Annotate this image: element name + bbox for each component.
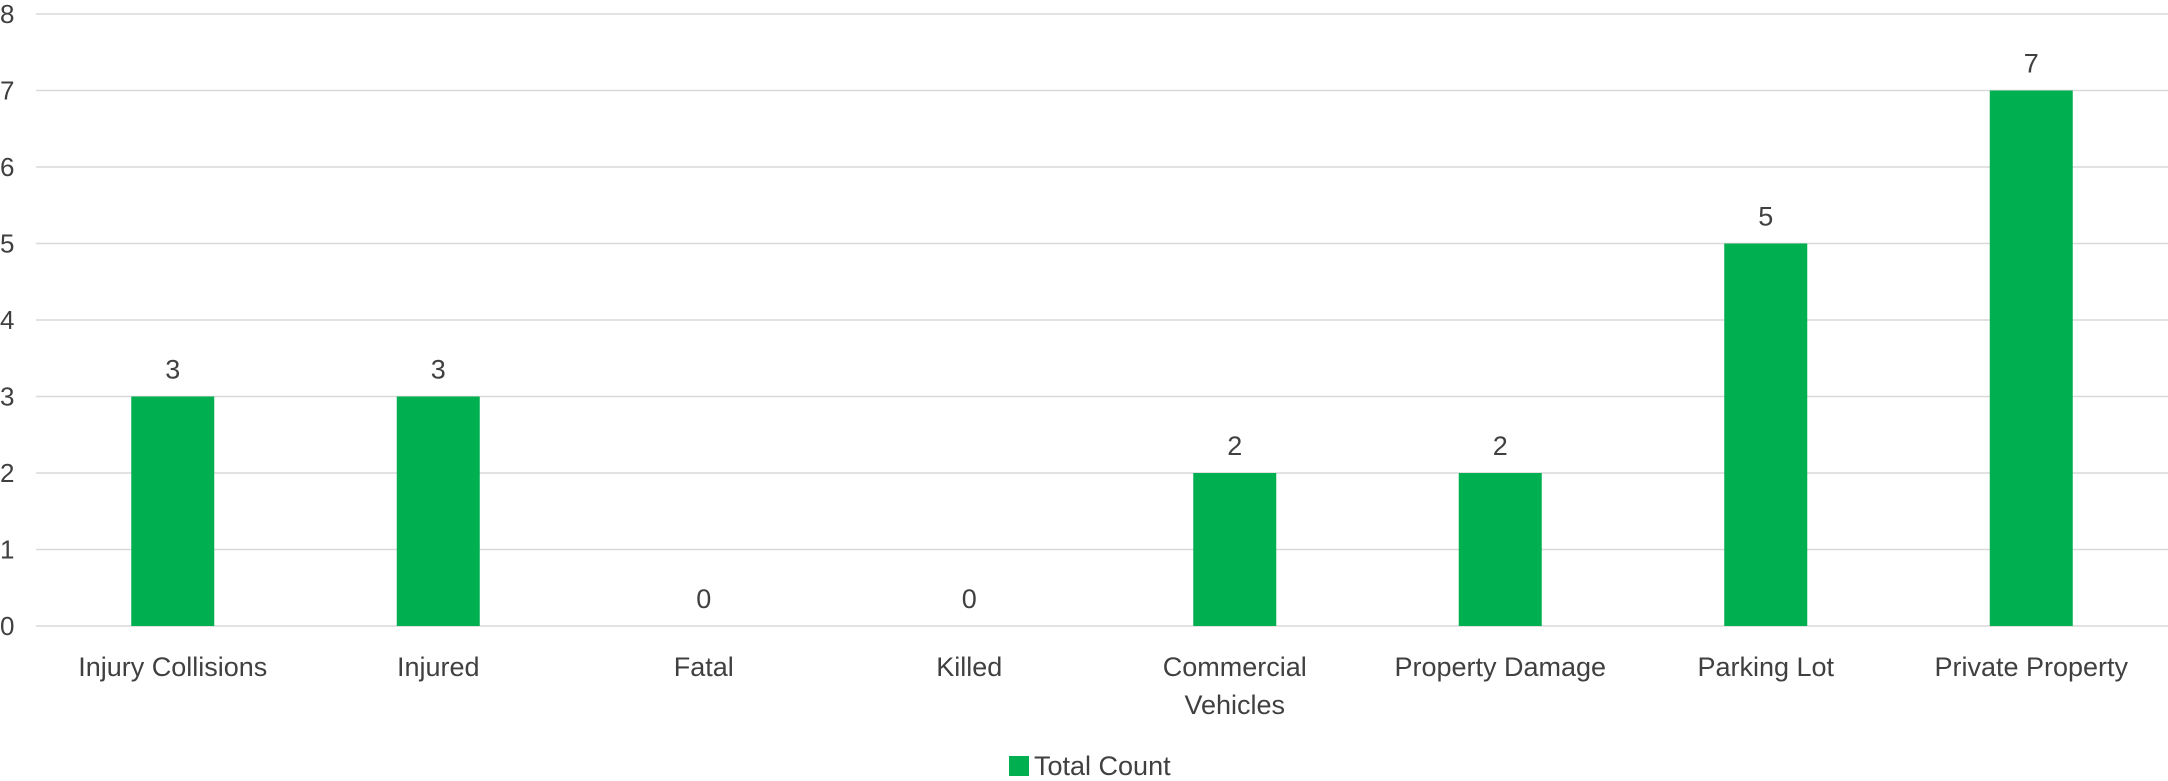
data-label: 0 xyxy=(962,584,977,614)
category-label: Private Property xyxy=(1934,652,2128,682)
data-label: 3 xyxy=(165,355,180,385)
y-tick-label: 8 xyxy=(0,0,14,29)
y-tick-label: 1 xyxy=(0,535,14,565)
legend: Total Count xyxy=(1009,751,1171,781)
data-label: 5 xyxy=(1758,202,1773,232)
category-label-line: Fatal xyxy=(674,652,734,682)
data-label: 2 xyxy=(1493,431,1508,461)
data-label: 2 xyxy=(1227,431,1242,461)
category-label-line: Parking Lot xyxy=(1697,652,1834,682)
category-label: Commercial Vehicles xyxy=(1163,652,1307,720)
bar xyxy=(1458,473,1542,626)
bar xyxy=(396,396,480,626)
category-label-line: Injury Collisions xyxy=(78,652,267,682)
category-label-line: Private Property xyxy=(1934,652,2128,682)
y-tick-label: 7 xyxy=(0,76,14,106)
category-label: Injured xyxy=(397,652,480,682)
y-tick-label: 5 xyxy=(0,229,14,259)
legend-swatch-total-count xyxy=(1009,756,1029,776)
category-label: Killed xyxy=(936,652,1002,682)
x-axis-categories: Injury Collisions Injured Fatal Killed Comme… xyxy=(78,652,2128,720)
y-tick-label: 4 xyxy=(0,305,14,335)
bar xyxy=(1989,90,2073,626)
category-label-line: Vehicles xyxy=(1184,690,1285,720)
data-label: 3 xyxy=(431,355,446,385)
data-label: 7 xyxy=(2024,49,2039,79)
data-labels: 3 3 0 0 2 2 5 7 xyxy=(165,49,2039,615)
y-tick-label: 6 xyxy=(0,152,14,182)
legend-label-total-count: Total Count xyxy=(1034,751,1171,781)
category-label: Fatal xyxy=(674,652,734,682)
category-label: Injury Collisions xyxy=(78,652,267,682)
category-label: Property Damage xyxy=(1394,652,1606,682)
bar xyxy=(131,396,215,626)
bar xyxy=(1724,243,1808,626)
bars xyxy=(131,90,2073,626)
gridlines xyxy=(36,13,2168,627)
category-label: Parking Lot xyxy=(1697,652,1834,682)
bar xyxy=(1193,473,1277,626)
category-label-line: Killed xyxy=(936,652,1002,682)
category-label-line: Injured xyxy=(397,652,480,682)
y-tick-label: 0 xyxy=(0,611,14,641)
data-label: 0 xyxy=(696,584,711,614)
y-tick-label: 2 xyxy=(0,458,14,488)
y-tick-label: 3 xyxy=(0,382,14,412)
category-label-line: Property Damage xyxy=(1394,652,1606,682)
category-label-line: Commercial xyxy=(1163,652,1307,682)
y-axis-ticks: 0 1 2 3 4 5 6 7 8 xyxy=(0,0,14,641)
